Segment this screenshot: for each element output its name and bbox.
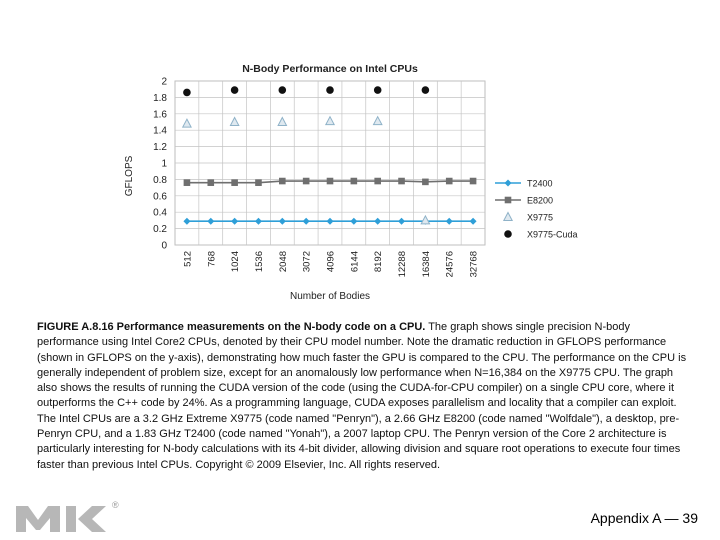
x-tick-label: 16384: [421, 251, 432, 277]
data-point: [374, 177, 381, 185]
data-point: [255, 179, 262, 186]
legend-marker: [502, 211, 514, 221]
x-tick-label: 24576: [445, 251, 456, 277]
grid: [174, 80, 486, 246]
figure-caption: FIGURE A.8.16 Performance measurements o…: [37, 320, 687, 473]
data-point: [231, 217, 239, 225]
axes: 0 0.2 0.4 0.6 0.8 1 1.2 1.4 1.6 1.8 2 512 768 1024 153…: [153, 77, 479, 278]
data-point: [445, 177, 453, 185]
series-x9775-cuda: [183, 86, 430, 97]
caption-label: FIGURE A.8.16 Performance measurements o…: [37, 321, 426, 333]
data-point: [422, 178, 429, 186]
legend-marker: [504, 179, 512, 187]
x-tick-label: 4096: [326, 251, 337, 272]
data-point: [326, 86, 334, 94]
data-point: [181, 118, 192, 128]
data-point: [279, 177, 286, 185]
x-tick-label: 1536: [254, 251, 265, 272]
x-tick-label: 512: [182, 251, 193, 267]
legend-label: X9775: [527, 213, 553, 223]
series: [181, 86, 477, 225]
data-point: [420, 214, 431, 225]
x-tick-label: 12288: [397, 251, 408, 277]
data-point: [278, 217, 286, 225]
y-tick-label: 1.2: [153, 142, 167, 153]
data-point: [398, 177, 405, 185]
y-tick-label: 0: [161, 241, 167, 252]
data-point: [445, 217, 453, 225]
data-point: [350, 177, 358, 185]
y-tick-label: 1: [161, 159, 167, 170]
series-x9775: [181, 115, 431, 225]
data-point: [207, 179, 215, 186]
x-axis-label: Number of Bodies: [290, 291, 370, 302]
data-point: [183, 217, 191, 225]
data-point: [229, 116, 240, 126]
data-point: [374, 217, 382, 225]
y-tick-label: 0.8: [153, 175, 167, 186]
page-footer: Appendix A — 39: [590, 510, 698, 526]
legend-marker: [504, 196, 512, 204]
x-tick-label: 3072: [302, 251, 313, 272]
data-point: [230, 86, 239, 94]
legend: T2400 E8200 X9775 X9775-Cuda: [495, 179, 578, 240]
legend-label: T2400: [527, 179, 553, 189]
x-tick-label: 1024: [230, 251, 241, 272]
data-point: [398, 217, 406, 225]
y-tick-label: 2: [161, 77, 167, 88]
series-t2400: [183, 217, 477, 225]
y-tick-label: 1.4: [153, 126, 167, 137]
data-point: [302, 217, 310, 225]
chart-svg: N-Body Performance on Intel CPUs GFLOPS …: [124, 63, 578, 302]
legend-marker: [504, 230, 512, 238]
series-e8200: [183, 177, 477, 186]
data-point: [372, 115, 383, 126]
x-tick-label: 768: [206, 251, 217, 267]
data-point: [469, 177, 477, 185]
data-point: [183, 179, 191, 186]
x-tick-label: 8192: [373, 251, 384, 272]
x-tick-label: 32768: [469, 251, 480, 277]
data-point: [324, 115, 336, 126]
y-tick-label: 1.6: [153, 109, 167, 120]
y-tick-label: 0.6: [153, 191, 167, 202]
data-point: [350, 217, 358, 225]
x-tick-label: 6144: [349, 251, 360, 272]
data-point: [207, 217, 215, 225]
data-point: [302, 177, 310, 185]
data-point: [421, 86, 430, 94]
y-tick-label: 0.4: [153, 208, 167, 219]
data-point: [326, 177, 334, 185]
y-tick-label: 0.2: [153, 224, 167, 235]
y-axis-label: GFLOPS: [124, 155, 135, 196]
data-point: [373, 86, 382, 94]
y-tick-label: 1.8: [153, 93, 167, 104]
data-point: [326, 217, 334, 225]
registered-mark: ®: [112, 500, 119, 510]
legend-label: E8200: [527, 196, 553, 206]
legend-label: X9775-Cuda: [527, 230, 578, 240]
chart-title: N-Body Performance on Intel CPUs: [242, 63, 418, 75]
data-point: [183, 88, 191, 97]
caption-body: The graph shows single precision N-body …: [37, 321, 687, 471]
chart: N-Body Performance on Intel CPUs GFLOPS …: [110, 58, 590, 308]
data-point: [469, 217, 477, 225]
data-point: [278, 86, 287, 94]
x-tick-label: 2048: [278, 251, 289, 272]
data-point: [277, 116, 288, 126]
data-point: [254, 217, 262, 225]
mk-publisher-logo-icon: ®: [14, 498, 124, 539]
data-point: [231, 179, 238, 186]
